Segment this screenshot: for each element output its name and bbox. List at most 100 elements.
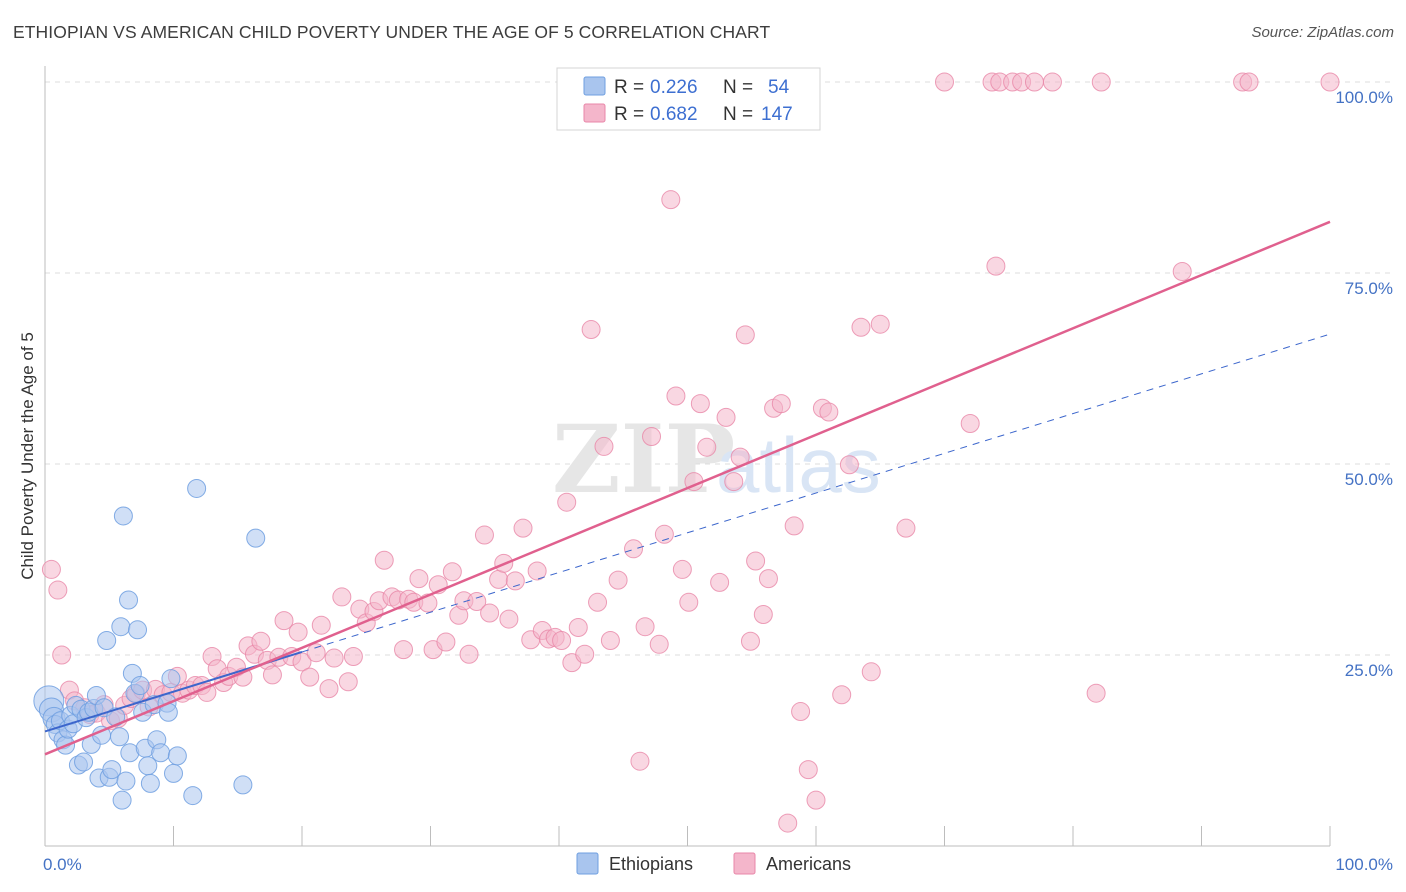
americans-point	[710, 572, 730, 592]
americans-point	[778, 813, 798, 833]
americans-point	[505, 571, 525, 591]
legend-swatch-ethiopians[interactable]	[576, 852, 599, 875]
stats-r-label-americans: R =	[614, 104, 644, 125]
legend-label-americans[interactable]: Americans	[766, 854, 851, 874]
stats-n-americans: 147	[761, 104, 793, 125]
americans-point	[624, 539, 644, 559]
ethiopians-point	[130, 676, 150, 696]
americans-point	[896, 518, 916, 538]
ethiopians-point	[119, 590, 139, 610]
americans-point	[649, 634, 669, 654]
americans-point	[1172, 261, 1192, 281]
americans-point	[338, 672, 358, 692]
x-tick-label-right: 100.0%	[1335, 855, 1393, 874]
ethiopians-point	[161, 669, 181, 689]
americans-point	[716, 407, 736, 427]
americans-point	[489, 569, 509, 589]
americans-point	[499, 609, 519, 629]
americans-point	[630, 751, 650, 771]
americans-point	[784, 516, 804, 536]
chart-source: Source: ZipAtlas.com	[1251, 24, 1394, 41]
americans-point	[409, 569, 429, 589]
americans-point	[679, 592, 699, 612]
americans-point	[306, 643, 326, 663]
americans-point	[608, 570, 628, 590]
americans-point	[343, 647, 363, 667]
ethiopians-point	[164, 763, 183, 783]
americans-point	[635, 617, 655, 637]
americans-point	[1320, 72, 1340, 92]
americans-point	[442, 562, 462, 582]
americans-point	[839, 455, 859, 475]
americans-point	[459, 644, 479, 664]
ethiopians-point	[116, 771, 136, 791]
stats-r-ethiopians: 0.226	[650, 77, 698, 98]
y-tick-label-100: 100.0%	[1335, 88, 1393, 107]
americans-point	[960, 414, 980, 434]
y-tick-labels: 25.0% 50.0% 75.0% 100.0%	[1335, 88, 1393, 680]
americans-point	[1042, 72, 1062, 92]
americans-point	[600, 630, 620, 650]
americans-point	[552, 630, 572, 650]
americans-point	[513, 518, 533, 538]
americans-trend-line	[44, 220, 1331, 756]
y-tick-label-25: 25.0%	[1345, 661, 1393, 680]
americans-point	[771, 394, 791, 414]
americans-point	[274, 611, 294, 631]
americans-point	[851, 317, 871, 337]
watermark: ZIP atlas	[552, 405, 881, 515]
ethiopians-point	[112, 790, 132, 810]
ethiopians-point	[128, 620, 148, 640]
stats-r-label-ethiopians: R =	[614, 77, 644, 98]
stats-swatch-americans	[583, 103, 606, 123]
americans-point	[1086, 683, 1106, 703]
americans-point	[753, 605, 773, 625]
americans-point	[672, 559, 692, 579]
americans-point	[319, 679, 339, 699]
y-tick-label-75: 75.0%	[1345, 279, 1393, 298]
americans-point	[861, 662, 881, 682]
stats-n-label-americans: N =	[723, 104, 753, 125]
americans-point	[740, 631, 760, 651]
americans-point	[935, 72, 954, 92]
americans-point	[557, 492, 577, 512]
stats-swatch-ethiopians	[583, 76, 606, 96]
ethiopians-point	[140, 773, 160, 793]
americans-point	[300, 667, 320, 687]
x-tick-label-left: 0.0%	[43, 855, 82, 874]
ethiopians-point	[187, 478, 207, 498]
americans-point	[690, 394, 710, 414]
ethiopians-point	[110, 727, 130, 747]
legend-swatch-americans[interactable]	[733, 852, 756, 875]
ethiopians-trend-dashed	[301, 333, 1331, 653]
legend: Ethiopians Americans	[576, 852, 851, 875]
stats-r-americans: 0.682	[650, 104, 698, 125]
americans-point	[697, 437, 717, 457]
americans-point	[986, 256, 1006, 276]
americans-point	[594, 436, 614, 456]
americans-point	[527, 561, 547, 581]
americans-point	[575, 644, 595, 664]
ethiopians-point	[246, 528, 266, 548]
americans-point	[324, 648, 344, 668]
americans-point	[332, 587, 352, 607]
americans-point	[661, 190, 681, 210]
y-tick-label-50: 50.0%	[1345, 470, 1393, 489]
ethiopians-point	[74, 752, 94, 772]
americans-point	[41, 559, 61, 579]
americans-point	[746, 551, 766, 571]
legend-label-ethiopians[interactable]: Ethiopians	[609, 854, 693, 874]
americans-point	[819, 402, 839, 422]
americans-point	[798, 760, 818, 780]
americans-point	[724, 472, 744, 492]
americans-point	[288, 622, 308, 642]
americans-point	[758, 569, 778, 589]
americans-point	[436, 632, 456, 652]
ethiopians-point	[102, 760, 122, 780]
americans-point	[735, 325, 755, 345]
chart-title: ETHIOPIAN VS AMERICAN CHILD POVERTY UNDE…	[13, 22, 771, 42]
americans-point	[568, 617, 588, 637]
americans-point	[1239, 72, 1259, 92]
americans-point	[654, 524, 674, 544]
